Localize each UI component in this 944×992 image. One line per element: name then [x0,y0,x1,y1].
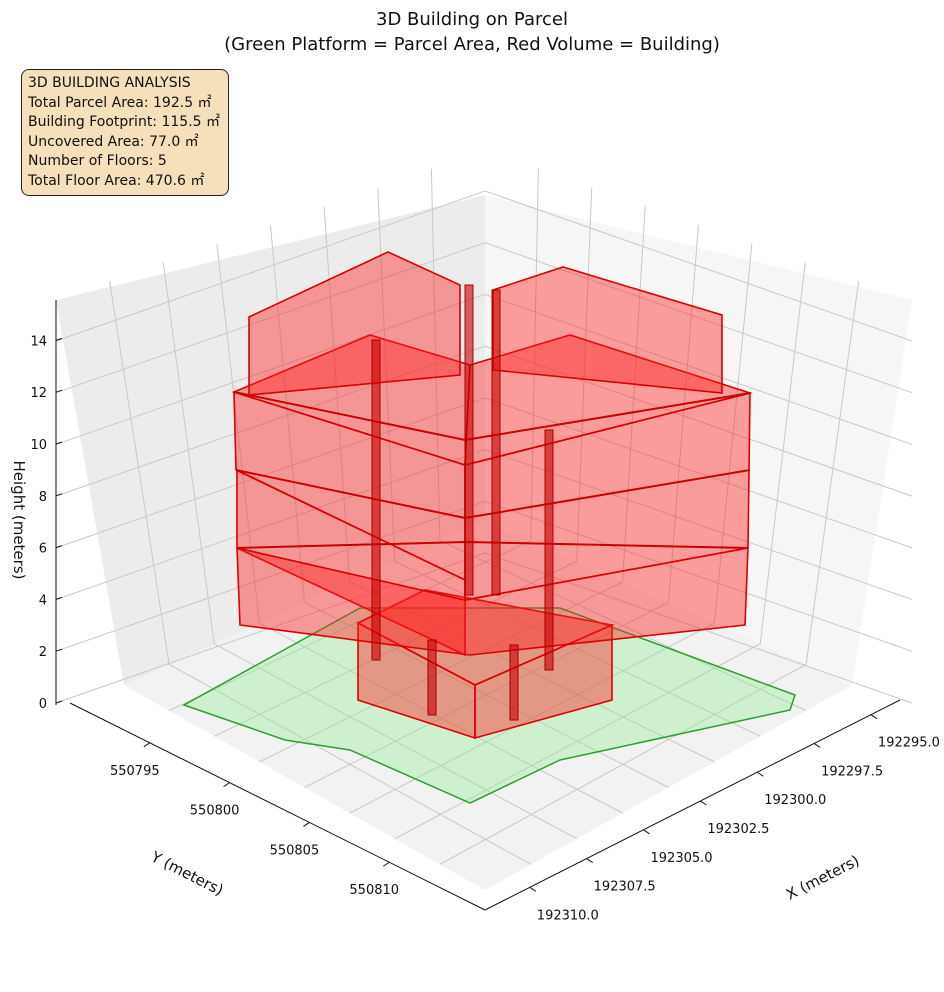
parcel-area [182,607,796,804]
x-axis-label: X (meters) [783,851,862,903]
info-heading: 3D BUILDING ANALYSIS [28,75,191,91]
grid-line [439,540,807,712]
z-tick [55,337,63,341]
z-grid-line [55,397,913,549]
building-volume [231,251,753,740]
y-tick [223,782,230,788]
x-tick-label: 192307.5 [594,880,656,895]
grid-line [109,281,170,665]
grid-line [349,622,715,814]
building-column [509,644,519,721]
x-tick-label: 192295.0 [878,736,940,751]
grid-line [530,168,539,541]
z-tick [55,441,63,445]
x-tick [870,714,878,720]
z-tick-label: 14 [30,334,47,349]
z-tick-label: 2 [39,645,47,660]
info-floor-area: Total Floor Area: 470.6 ㎡ [28,172,205,189]
grid-line [270,224,305,603]
y-axis-label: Y (meters) [147,847,226,899]
y-axis-line [69,702,486,911]
z-axis-label: Height (meters) [10,461,28,580]
grid-line [216,243,260,624]
building-face [248,251,461,396]
z-grid-line [55,242,913,394]
z-tick-label: 10 [30,438,47,453]
info-uncovered: Uncovered Area: 77.0 ㎡ [28,133,199,150]
x-tick [813,743,821,748]
z-tick-label: 0 [39,697,47,712]
grid-line [162,262,215,644]
z-grid-line [55,293,913,445]
z-tick-label: 4 [39,593,47,608]
building-column [491,289,501,596]
z-grid-line [55,500,913,652]
x-tick-label: 192297.5 [821,764,883,779]
z-tick [55,700,63,704]
building-column [544,429,554,671]
x-axis-line [484,699,901,911]
grid-line [349,581,715,763]
z-grid-line [55,449,913,601]
z-grid-line [55,345,913,497]
y-tick-label: 550800 [190,804,240,819]
floor-pane [124,520,852,890]
info-parcel-area: Total Parcel Area: 192.5 ㎡ [28,94,212,111]
x-tick-label: 192302.5 [707,822,769,837]
grid-line [439,663,807,865]
info-footprint: Building Footprint: 115.5 ㎡ [28,114,221,130]
grid-line [323,206,351,582]
grid-line [759,262,806,644]
x-tick [700,800,707,806]
x-tick [529,886,537,892]
building-column [427,639,437,716]
x-tick [643,829,650,835]
y-tick-label: 550805 [270,843,320,858]
z-tick-label: 12 [30,386,47,401]
z-tick [55,596,63,600]
z-tick-label: 6 [39,542,47,557]
x-tick [756,771,764,777]
z-tick [55,545,63,549]
y-tick [382,861,390,867]
axis-lines: 0 2 4 6 8 10 12 14 550795 550800 550805 550810 19229… [30,300,940,923]
z-tick-label: 8 [39,490,47,505]
building-column [464,284,474,596]
z-tick [55,389,63,393]
z-grid-line [55,552,913,704]
grid-line [668,224,699,603]
z-tick [55,648,63,652]
info-floors: Number of Floors: 5 [28,153,167,169]
building-column [371,339,381,661]
grid-line [805,281,860,665]
parcel-polygon [182,607,796,804]
y-tick [303,822,310,827]
z-grid-line [55,190,913,342]
chart-title: 3D Building on Parcel [376,9,568,30]
x-tick-label: 192310.0 [537,908,599,923]
y-tick-label: 550795 [110,764,160,779]
grid-line [394,560,761,737]
analysis-info-box: 3D BUILDING ANALYSIS Total Parcel Area: … [21,69,229,196]
grid-line [394,643,761,840]
grid-line [377,187,396,562]
grid-line [622,206,646,582]
y-tick [143,742,151,748]
z-tick [55,493,63,497]
chart-subtitle: (Green Platform = Parcel Area, Red Volum… [224,34,720,55]
x-tick [586,858,593,863]
grid-line [304,602,669,788]
y-tick-label: 550810 [349,883,399,898]
x-tick-label: 192300.0 [764,793,826,808]
x-tick-label: 192305.0 [651,851,713,866]
